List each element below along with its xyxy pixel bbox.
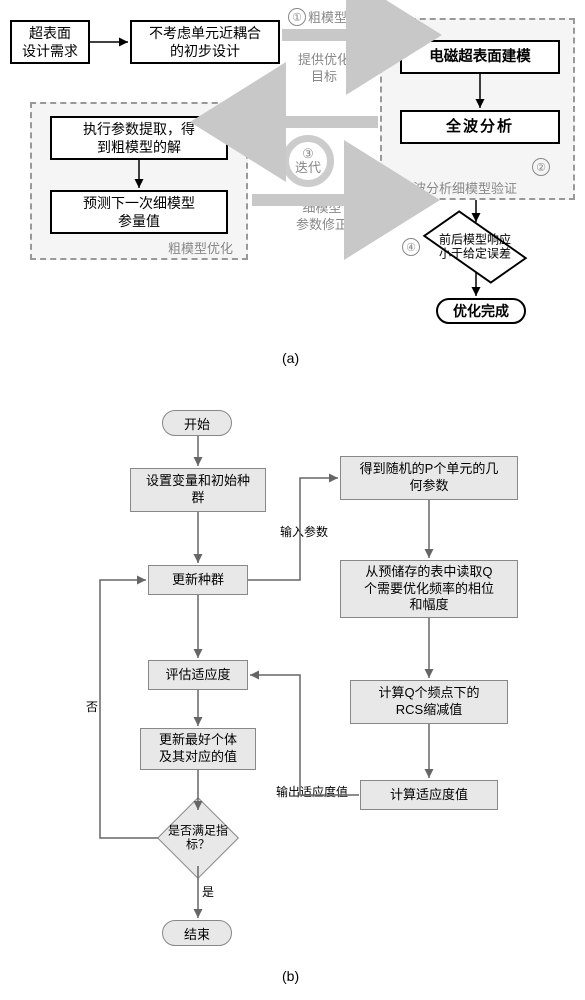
node-b4: 更新最好个体及其对应的值: [140, 728, 256, 770]
label: 电磁超表面建模: [429, 48, 531, 67]
label: 是否满足指标？: [153, 824, 243, 853]
circle-1: ①: [288, 8, 306, 26]
label: 开始: [184, 414, 210, 433]
node-r3: 计算Q个频点下的RCS缩减值: [350, 680, 508, 724]
node-done: 优化完成: [436, 298, 526, 324]
note-opt-target: 提供优化目标: [298, 52, 350, 86]
label: 结束: [184, 924, 210, 943]
subfig-a: (a): [282, 350, 299, 366]
node-decision-b: 是否满足指标？: [148, 808, 248, 868]
label: 更新最好个体及其对应的值: [159, 732, 237, 766]
circle-4: ④: [402, 238, 420, 256]
subfig-b: (b): [282, 968, 299, 984]
node-decision-a: 前后模型响应小于给定误差: [420, 218, 530, 276]
iter-ring: ③ 迭代: [282, 135, 334, 187]
label: 预测下一次细模型参量值: [83, 194, 195, 230]
node-r1: 得到随机的P个单元的几何参数: [340, 456, 518, 500]
node-r2: 从预储存的表中读取Q个需要优化频率的相位和幅度: [340, 560, 518, 618]
node-b3: 评估适应度: [148, 660, 248, 690]
label: 从预储存的表中读取Q个需要优化频率的相位和幅度: [364, 564, 494, 615]
panel-label-left: 粗模型优化: [168, 238, 233, 257]
label: 前后模型响应小于给定误差: [425, 233, 525, 262]
edge-output: 输出适应度值: [276, 785, 348, 801]
label: ④: [406, 241, 416, 254]
node-predict-next: 预测下一次细模型参量值: [50, 190, 228, 234]
circle-2: ②: [532, 158, 550, 176]
node-r4: 计算适应度值: [360, 780, 498, 810]
label: 优化完成: [453, 301, 509, 321]
label: 超表面设计需求: [22, 24, 78, 60]
edge-yes: 是: [202, 885, 214, 901]
node-end: 结束: [162, 920, 232, 946]
label: 计算Q个频点下的RCS缩减值: [378, 685, 479, 719]
circle-3: ③: [302, 147, 314, 161]
label: 不考虑单元近耦合的初步设计: [149, 24, 261, 60]
node-prelim-design: 不考虑单元近耦合的初步设计: [130, 20, 280, 64]
node-b2: 更新种群: [148, 565, 248, 595]
label: 设置变量和初始种群: [146, 473, 250, 507]
label: 评估适应度: [165, 667, 230, 684]
label: 得到随机的P个单元的几何参数: [360, 461, 499, 495]
iter-text: 迭代: [295, 161, 321, 175]
node-start: 开始: [162, 410, 232, 436]
edge-input: 输入参数: [280, 525, 328, 541]
note-step1: 粗模型参量: [308, 10, 373, 27]
panel-label-right: 全波分析细模型验证: [400, 178, 517, 197]
edge-no: 否: [86, 700, 98, 716]
label: 更新种群: [172, 572, 224, 589]
node-full-wave: 全波分析: [400, 110, 560, 144]
label: ①: [292, 11, 302, 24]
node-design-req: 超表面设计需求: [10, 20, 90, 64]
label: 执行参数提取，得到粗模型的解: [83, 120, 195, 156]
note-mid: 细模型参数修正: [296, 200, 348, 234]
node-em-modeling: 电磁超表面建模: [400, 40, 560, 74]
label: 全波分析: [446, 117, 514, 137]
node-b1: 设置变量和初始种群: [130, 468, 266, 512]
node-param-extract: 执行参数提取，得到粗模型的解: [50, 116, 228, 160]
label: 计算适应度值: [390, 787, 468, 804]
label: ②: [536, 161, 546, 174]
